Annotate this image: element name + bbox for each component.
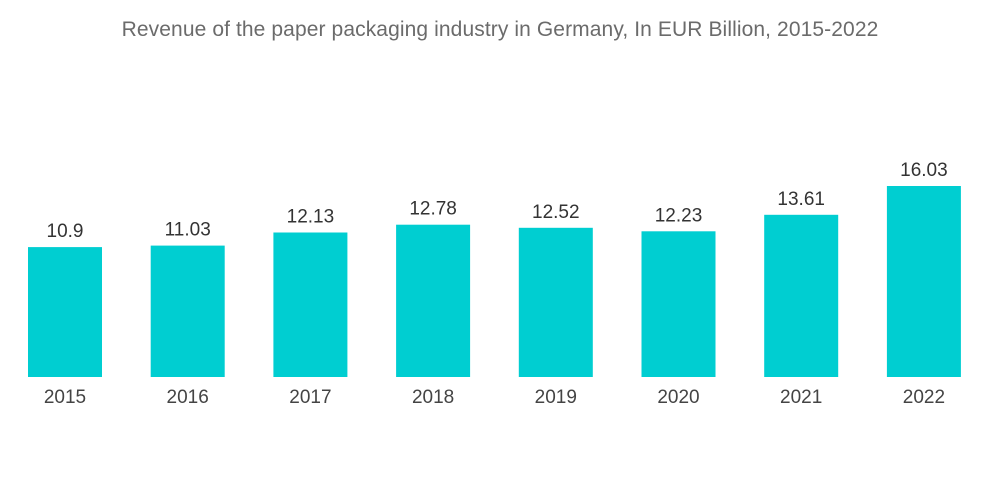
value-label-2016: 11.03 [165, 220, 211, 241]
bar-2015 [28, 247, 102, 377]
bar-2022 [886, 186, 961, 377]
x-tick-label-2015: 2015 [44, 387, 86, 408]
value-label-2022: 16.03 [900, 160, 948, 181]
value-labels-layer: 10.9 11.03 12.13 12.78 12.52 12.23 13.61 16.03 [47, 160, 948, 242]
bar-2017 [273, 232, 348, 377]
bar-2021 [764, 214, 839, 377]
x-tick-label-2019: 2019 [535, 387, 577, 408]
bar-2018 [396, 224, 471, 377]
value-label-2019: 12.52 [532, 202, 580, 223]
x-axis-tick-labels: 2015 2016 2017 2018 2019 2020 2021 2022 [44, 387, 945, 408]
chart-title: Revenue of the paper packaging industry … [121, 18, 879, 41]
value-label-2015: 10.9 [47, 221, 84, 242]
x-tick-label-2022: 2022 [903, 387, 945, 408]
bar-2019 [518, 227, 593, 377]
x-tick-label-2020: 2020 [657, 387, 699, 408]
x-tick-label-2016: 2016 [167, 387, 209, 408]
x-tick-label-2021: 2021 [780, 387, 822, 408]
value-label-2020: 12.23 [655, 205, 703, 226]
x-tick-label-2017: 2017 [289, 387, 331, 408]
value-label-2018: 12.78 [409, 199, 457, 220]
bars-layer [28, 186, 961, 377]
x-tick-label-2018: 2018 [412, 387, 454, 408]
bar-2016 [150, 245, 225, 377]
value-label-2021: 13.61 [777, 189, 825, 210]
bar-2020 [641, 231, 716, 377]
value-label-2017: 12.13 [287, 207, 335, 228]
